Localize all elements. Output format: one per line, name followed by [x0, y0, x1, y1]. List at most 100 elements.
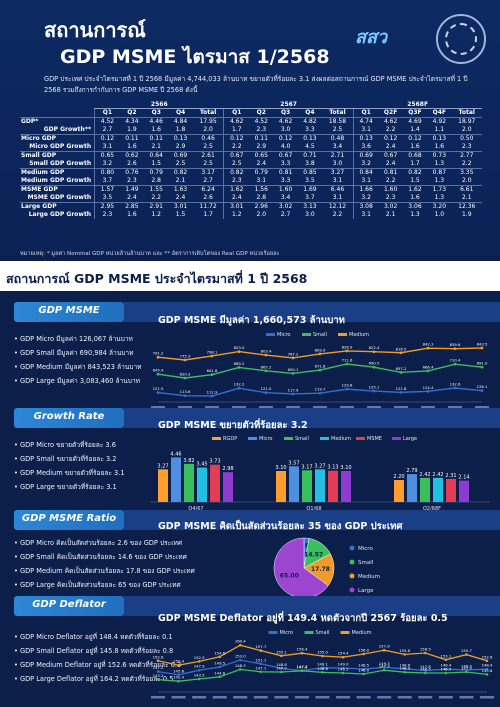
data-label: 143.2: [153, 673, 164, 678]
bar-value-label: 3.57: [288, 460, 299, 466]
table-cell: 3.1: [256, 177, 267, 184]
table-cell: 0.81: [273, 167, 298, 177]
table-cell: 3.1: [94, 142, 120, 151]
data-point: [291, 372, 295, 375]
table-cell: 3.1: [352, 176, 379, 185]
row-label: Micro GDP Growth: [29, 143, 92, 150]
row-label: MSME GDP Growth: [27, 194, 92, 201]
table-cell: 3.17: [192, 167, 224, 177]
table-cell: 0.12: [402, 133, 428, 143]
table-cell: 2.0: [256, 211, 267, 219]
table-cell: 0.73: [427, 150, 452, 160]
data-label: 154.4: [338, 651, 349, 656]
data-label: 843.5: [477, 342, 488, 347]
x-tick-label: [212, 696, 227, 699]
table-cell: 17.95: [192, 116, 224, 126]
table-row: GDP* 4.52 4.34 4.46 4.84 17.95 4.62 4.52 4.62 4.8…: [20, 116, 482, 126]
data-point: [341, 671, 345, 675]
bar: [407, 474, 417, 502]
bullet-item: GDP Medium ขยายตัวที่ร้อยละ 3.1: [14, 466, 125, 480]
bar-value-label: 2.42: [419, 472, 430, 478]
bar-value-label: 2.98: [222, 466, 233, 472]
table-cell: 1.60: [378, 184, 403, 194]
table-year-header: 2568F: [353, 100, 482, 109]
bar: [158, 469, 168, 502]
page-title: สถานการณ์: [44, 18, 146, 42]
table-cell: 2.7: [94, 125, 120, 134]
data-point: [259, 670, 263, 674]
table-cell: 1.6: [410, 143, 420, 150]
table-cell: 2.7: [203, 177, 213, 184]
data-label: 148.3: [235, 663, 246, 668]
table-cell: 2.6: [203, 194, 213, 201]
table-cell: 0.65: [249, 150, 274, 160]
data-point: [259, 662, 263, 666]
legend-label: Medium: [331, 436, 351, 442]
table-cell: 1.62: [223, 184, 250, 194]
data-point: [403, 670, 407, 674]
table-cell: 3.8: [305, 160, 315, 167]
table-row: Micro GDP 0.12 0.11 0.11 0.13 0.46 0.12 0.11 0.1…: [20, 133, 482, 143]
data-point: [264, 353, 268, 357]
bullet-item: GDP Large Deflator อยู่ที่ 164.2 หดตัวที…: [14, 672, 181, 686]
bullet-item: GDP Micro คิดเป็นสัดส่วนร้อยละ 2.6 ของ G…: [14, 536, 195, 550]
data-point: [362, 672, 365, 676]
data-point: [177, 679, 180, 683]
table-cell: 4.62: [273, 116, 298, 126]
table-cell: 2.1: [151, 143, 161, 150]
table-cell: 1.6: [127, 211, 137, 219]
table-cell: 3.01: [223, 201, 250, 211]
table-cell: 1.63: [168, 184, 193, 194]
table-cell: 3.1: [352, 210, 379, 219]
data-point: [237, 366, 241, 369]
data-point: [183, 376, 187, 380]
table-cell: 1.4: [410, 126, 420, 133]
table-cell: 2.0: [461, 126, 472, 133]
data-point: [264, 369, 268, 373]
table-cell: 0.65: [94, 150, 120, 160]
section-title: GDP MSME คิดเป็นสัดส่วนร้อยละ 35 ของ GDP…: [158, 521, 403, 532]
bullet-item: GDP Small คิดเป็นสัดส่วนร้อยละ 14.6 ของ …: [14, 550, 195, 564]
x-tick-label: [205, 406, 219, 409]
table-cell: 1.3: [410, 211, 420, 219]
data-point: [197, 677, 201, 681]
row-label: Large GDP Growth: [28, 211, 92, 219]
table-row: Medium GDP 0.80 0.76 0.79 0.82 3.17 0.82 0.79 0.…: [20, 167, 482, 177]
data-label: 809.9: [315, 347, 326, 352]
table-cell: 3.08: [352, 201, 379, 211]
bar-value-label: 3.27: [314, 463, 325, 469]
legend-swatch: [392, 437, 401, 440]
table-column-header: Q4F: [432, 109, 447, 117]
table-cell: 3.2: [352, 159, 379, 168]
data-point: [424, 671, 427, 675]
data-label: 151.1: [255, 657, 266, 662]
table-cell: 0.82: [168, 167, 193, 177]
table-cell: 1.2: [151, 211, 161, 219]
bar: [223, 472, 233, 502]
table-column-header: Q3: [280, 109, 291, 117]
data-label: 657.2: [396, 366, 407, 371]
table-cell: 2.4: [256, 160, 267, 167]
data-label: 667.2: [261, 364, 272, 369]
data-label: 775.3: [180, 354, 191, 359]
slice-label: 65.00: [280, 572, 299, 579]
bar-value-label: 2.14: [458, 475, 469, 481]
table-cell: 2.4: [223, 193, 250, 202]
table-cell: 3.5: [94, 193, 120, 202]
table-cell: 3.3: [280, 177, 291, 184]
table-cell: 0.79: [144, 167, 169, 177]
table-cell: 2.4: [175, 194, 186, 201]
data-label: 121.8: [396, 386, 407, 391]
table-cell: 0.76: [119, 167, 145, 177]
bar-value-label: 4.46: [170, 451, 181, 457]
data-label: 132.2: [234, 382, 245, 387]
legend-swatch: [349, 573, 355, 579]
table-cell: 0.62: [119, 150, 145, 160]
table-cell: 2.1: [175, 177, 186, 184]
section-header-bar: [124, 302, 500, 322]
data-point: [280, 654, 283, 658]
table-cell: 3.7: [305, 194, 315, 201]
data-label: 798.1: [207, 349, 218, 354]
data-label: 148.6: [399, 662, 410, 667]
data-label: 156.0: [358, 648, 369, 653]
